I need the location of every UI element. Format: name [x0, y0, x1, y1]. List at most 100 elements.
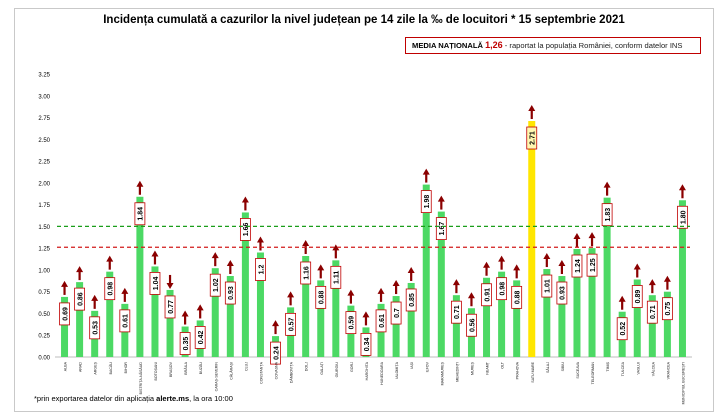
- value-label-box: [586, 253, 598, 277]
- value-label-group: 0.75: [661, 297, 673, 321]
- bar: [678, 200, 686, 357]
- value-label-group: 1.16: [300, 261, 312, 285]
- value-label-group: 0.52: [616, 317, 628, 341]
- category-label: MARAMUREȘ: [440, 361, 444, 385]
- value-label-box: [239, 218, 251, 241]
- trend-arrow-up: [211, 252, 219, 259]
- y-tick-label: 2.50: [38, 138, 50, 144]
- value-label-box: [646, 300, 658, 324]
- value-label: 0.34: [364, 337, 371, 351]
- trend-arrow-up: [528, 105, 536, 112]
- footnote-suffix: , la ora 10:00: [189, 394, 233, 403]
- value-label-box: [435, 217, 447, 240]
- y-tick-label: 3.00: [38, 94, 50, 100]
- value-label: 0.69: [62, 307, 69, 321]
- trend-arrow-up: [302, 239, 310, 246]
- y-tick-label: 0.75: [38, 290, 50, 296]
- value-label-group: 0.88: [511, 285, 523, 309]
- category-label: BUZĂU: [199, 362, 203, 375]
- value-label: 1.01: [545, 279, 552, 293]
- value-label: 0.7: [394, 308, 401, 318]
- value-label: 1.04: [153, 277, 160, 291]
- value-label: 0.59: [349, 316, 356, 330]
- trend-arrow-up: [362, 311, 370, 318]
- value-label-group: 1.66: [239, 218, 251, 241]
- category-label: CONSTANȚA: [259, 361, 263, 383]
- bar: [256, 252, 264, 357]
- national-average-label: MEDIA NAȚIONALĂ: [412, 41, 484, 50]
- trend-arrow-up: [347, 289, 355, 296]
- category-label: MUREȘ: [470, 361, 474, 375]
- value-label-box: [601, 203, 613, 227]
- value-label-box: [571, 254, 583, 278]
- value-label-group: 0.71: [450, 300, 462, 324]
- trend-arrow-up: [618, 295, 626, 302]
- trend-arrow-up: [543, 253, 551, 260]
- category-label: SUCEAVA: [576, 361, 580, 378]
- footnote-prefix: *prin exportarea datelor din aplicația: [34, 394, 157, 403]
- bar: [332, 260, 340, 357]
- bar: [437, 211, 445, 357]
- value-label-box: [74, 287, 86, 311]
- bar: [422, 184, 430, 357]
- value-label-group: 0.59: [345, 311, 357, 335]
- trend-arrow-up: [272, 320, 280, 327]
- trend-arrow-up: [256, 236, 264, 243]
- value-label-group: 1.25: [586, 253, 598, 277]
- value-label-box: [360, 332, 372, 356]
- trend-arrow-up: [648, 279, 656, 286]
- category-label: PRAHOVA: [516, 361, 520, 379]
- value-label-box: [677, 205, 688, 229]
- value-label: 1.2: [258, 265, 265, 275]
- value-label-box: [466, 313, 477, 337]
- value-label: 0.71: [454, 305, 461, 319]
- value-label-group: 0.98: [104, 277, 116, 301]
- value-label-group: 0.7: [390, 301, 402, 325]
- chart-title: Incidența cumulată a cazurilor la nivel …: [103, 14, 625, 26]
- bar: [558, 276, 566, 357]
- footnote-app: alerte.ms: [156, 394, 190, 403]
- category-label: TULCEA: [621, 361, 625, 376]
- value-label: 0.98: [499, 282, 506, 296]
- value-label: 0.88: [319, 290, 326, 304]
- y-tick-label: 1.75: [38, 203, 50, 209]
- value-label: 0.61: [123, 314, 130, 328]
- category-label: MUNICIPIUL BUCUREȘTI: [681, 362, 685, 404]
- category-label: IALOMIȚA: [395, 361, 399, 378]
- category-label: ARGEȘ: [94, 361, 98, 374]
- value-label-group: 0.61: [119, 309, 131, 333]
- category-label: VÂLCEA: [651, 361, 655, 376]
- bar: [392, 296, 400, 357]
- category-label: OLT: [501, 361, 505, 369]
- value-label-group: 0.93: [556, 281, 568, 305]
- trend-arrow-up: [603, 181, 611, 188]
- category-label: GALAȚI: [320, 362, 324, 375]
- value-label-box: [405, 288, 417, 312]
- value-label: 1.66: [243, 223, 250, 237]
- value-label-box: [164, 295, 176, 319]
- footnote: *prin exportarea datelor din aplicația a…: [34, 394, 233, 403]
- value-label-box: [375, 309, 387, 333]
- value-label: 1.11: [334, 271, 341, 284]
- bar: [151, 266, 159, 357]
- trend-arrow-up: [452, 279, 460, 286]
- category-label: ARAD: [79, 362, 83, 372]
- value-label-group: 1.67: [435, 217, 447, 240]
- trend-arrow-up: [241, 196, 249, 203]
- value-label-group: 1.83: [601, 203, 613, 227]
- trend-arrow-up: [407, 266, 415, 273]
- value-label-box: [209, 273, 221, 297]
- value-label-box: [631, 285, 643, 308]
- trend-arrow-up: [151, 250, 159, 257]
- value-label: 0.91: [484, 288, 491, 302]
- value-label: 1.80: [680, 210, 687, 224]
- bar: [513, 280, 521, 357]
- value-label-group: 0.35: [179, 332, 191, 355]
- value-label: 1.84: [138, 207, 145, 221]
- trend-arrow-up: [226, 260, 234, 267]
- category-label: BIHOR: [124, 362, 128, 374]
- value-label-box: [255, 258, 266, 281]
- bar: [302, 255, 310, 357]
- value-label-group: 0.85: [405, 288, 417, 312]
